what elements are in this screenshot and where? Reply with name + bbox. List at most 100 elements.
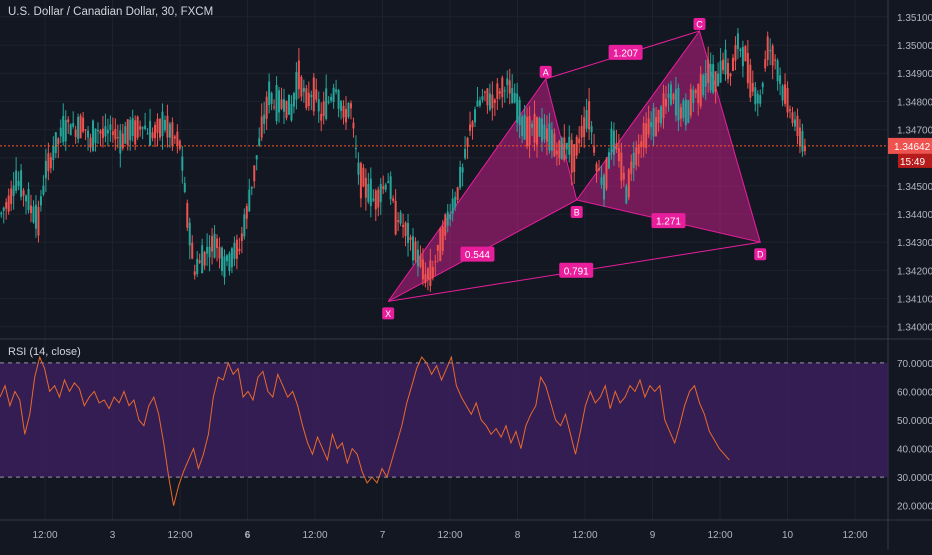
- pattern-point-label: C: [696, 19, 703, 29]
- candle-body: [699, 74, 702, 107]
- candle-body: [736, 33, 739, 50]
- candle-body: [186, 203, 189, 228]
- candle-body: [240, 233, 243, 242]
- candle-body: [382, 186, 385, 190]
- time-tick-label: 6: [245, 530, 251, 541]
- candles: [0, 28, 806, 292]
- candle-body: [481, 96, 484, 101]
- pattern-point-label: D: [757, 250, 764, 260]
- candle-body: [436, 245, 439, 251]
- candle-body: [154, 124, 157, 139]
- candle-body: [216, 238, 219, 249]
- candle-body: [158, 119, 161, 138]
- candle-body: [798, 127, 801, 147]
- candle-body: [273, 106, 276, 108]
- candle-body: [761, 83, 764, 88]
- pattern-point-x: X: [382, 307, 395, 320]
- candle-body: [233, 242, 236, 259]
- price-tick-label: 1.34300: [897, 238, 932, 249]
- candle-body: [746, 52, 749, 84]
- candle-body: [431, 266, 434, 278]
- candle-body: [459, 166, 462, 188]
- candle-body: [111, 131, 114, 136]
- candle-body: [394, 200, 397, 235]
- candle-body: [297, 60, 300, 90]
- symbol-title: U.S. Dollar / Canadian Dollar, 30, FXCM: [8, 6, 214, 18]
- candle-body: [632, 152, 635, 169]
- candle-body: [411, 236, 414, 261]
- pattern-point-a: A: [539, 65, 552, 78]
- candle-body: [741, 46, 744, 67]
- candle-body: [280, 99, 283, 109]
- candle-body: [15, 170, 18, 191]
- candle-body: [245, 206, 248, 219]
- time-tick-label: 8: [515, 530, 521, 541]
- candle-body: [526, 116, 529, 147]
- candle-body: [404, 222, 407, 237]
- candle-body: [258, 138, 261, 146]
- time-tick-label: 12:00: [707, 530, 732, 541]
- last-price-label: 1.34642: [894, 142, 931, 153]
- candle-body: [171, 122, 174, 147]
- candle-body: [600, 177, 603, 185]
- candle-body: [709, 63, 712, 91]
- pattern-point-marker: [754, 248, 767, 261]
- candle-body: [421, 259, 424, 280]
- candle-body: [149, 120, 152, 146]
- candle-body: [585, 110, 588, 129]
- candle-body: [285, 100, 288, 118]
- candle-body: [349, 103, 352, 109]
- candle-body: [655, 117, 658, 137]
- candle-body: [166, 115, 169, 138]
- candle-body: [493, 99, 496, 103]
- candle-body: [17, 180, 20, 187]
- candle-body: [278, 90, 281, 113]
- candle-body: [389, 176, 392, 200]
- candle-body: [784, 84, 787, 104]
- candle-body: [263, 114, 266, 124]
- candle-body: [372, 198, 375, 201]
- candle-body: [265, 96, 268, 119]
- candle-body: [47, 153, 50, 172]
- candle-body: [201, 245, 204, 274]
- candle-body: [687, 100, 690, 123]
- candle-body: [533, 113, 536, 143]
- candle-body: [518, 99, 521, 126]
- candle-body: [124, 126, 127, 144]
- candle-body: [141, 127, 144, 129]
- candle-body: [146, 133, 149, 135]
- rsi-line: [0, 355, 730, 506]
- candle-body: [416, 249, 419, 267]
- candle-body: [238, 248, 241, 252]
- candle-body: [250, 186, 253, 189]
- candle-body: [49, 157, 52, 169]
- candle-body: [513, 93, 516, 103]
- pattern-point-label: A: [543, 67, 549, 77]
- candle-body: [79, 115, 82, 139]
- pattern-point-marker: [539, 65, 552, 78]
- candle-body: [260, 116, 263, 138]
- candle-body: [235, 239, 238, 259]
- candle-body: [302, 87, 305, 92]
- candle-body: [69, 124, 72, 136]
- candle-body: [106, 129, 109, 134]
- pattern-point-label: B: [574, 207, 580, 217]
- candle-body: [67, 119, 70, 123]
- pattern-ratio-label: 1.271: [656, 217, 681, 228]
- candle-body: [109, 124, 112, 131]
- candle-body: [92, 120, 95, 151]
- candle-body: [456, 187, 459, 201]
- candle-body: [193, 271, 196, 276]
- candle-body: [340, 101, 343, 111]
- candle-body: [754, 87, 757, 105]
- candle-body: [255, 155, 258, 160]
- candle-body: [791, 112, 794, 124]
- candle-body: [474, 109, 477, 123]
- candle-body: [570, 140, 573, 173]
- rsi-band: [0, 362, 888, 478]
- candle-body: [188, 222, 191, 246]
- candle-body: [183, 183, 186, 193]
- candle-body: [771, 45, 774, 66]
- candle-body: [59, 127, 62, 137]
